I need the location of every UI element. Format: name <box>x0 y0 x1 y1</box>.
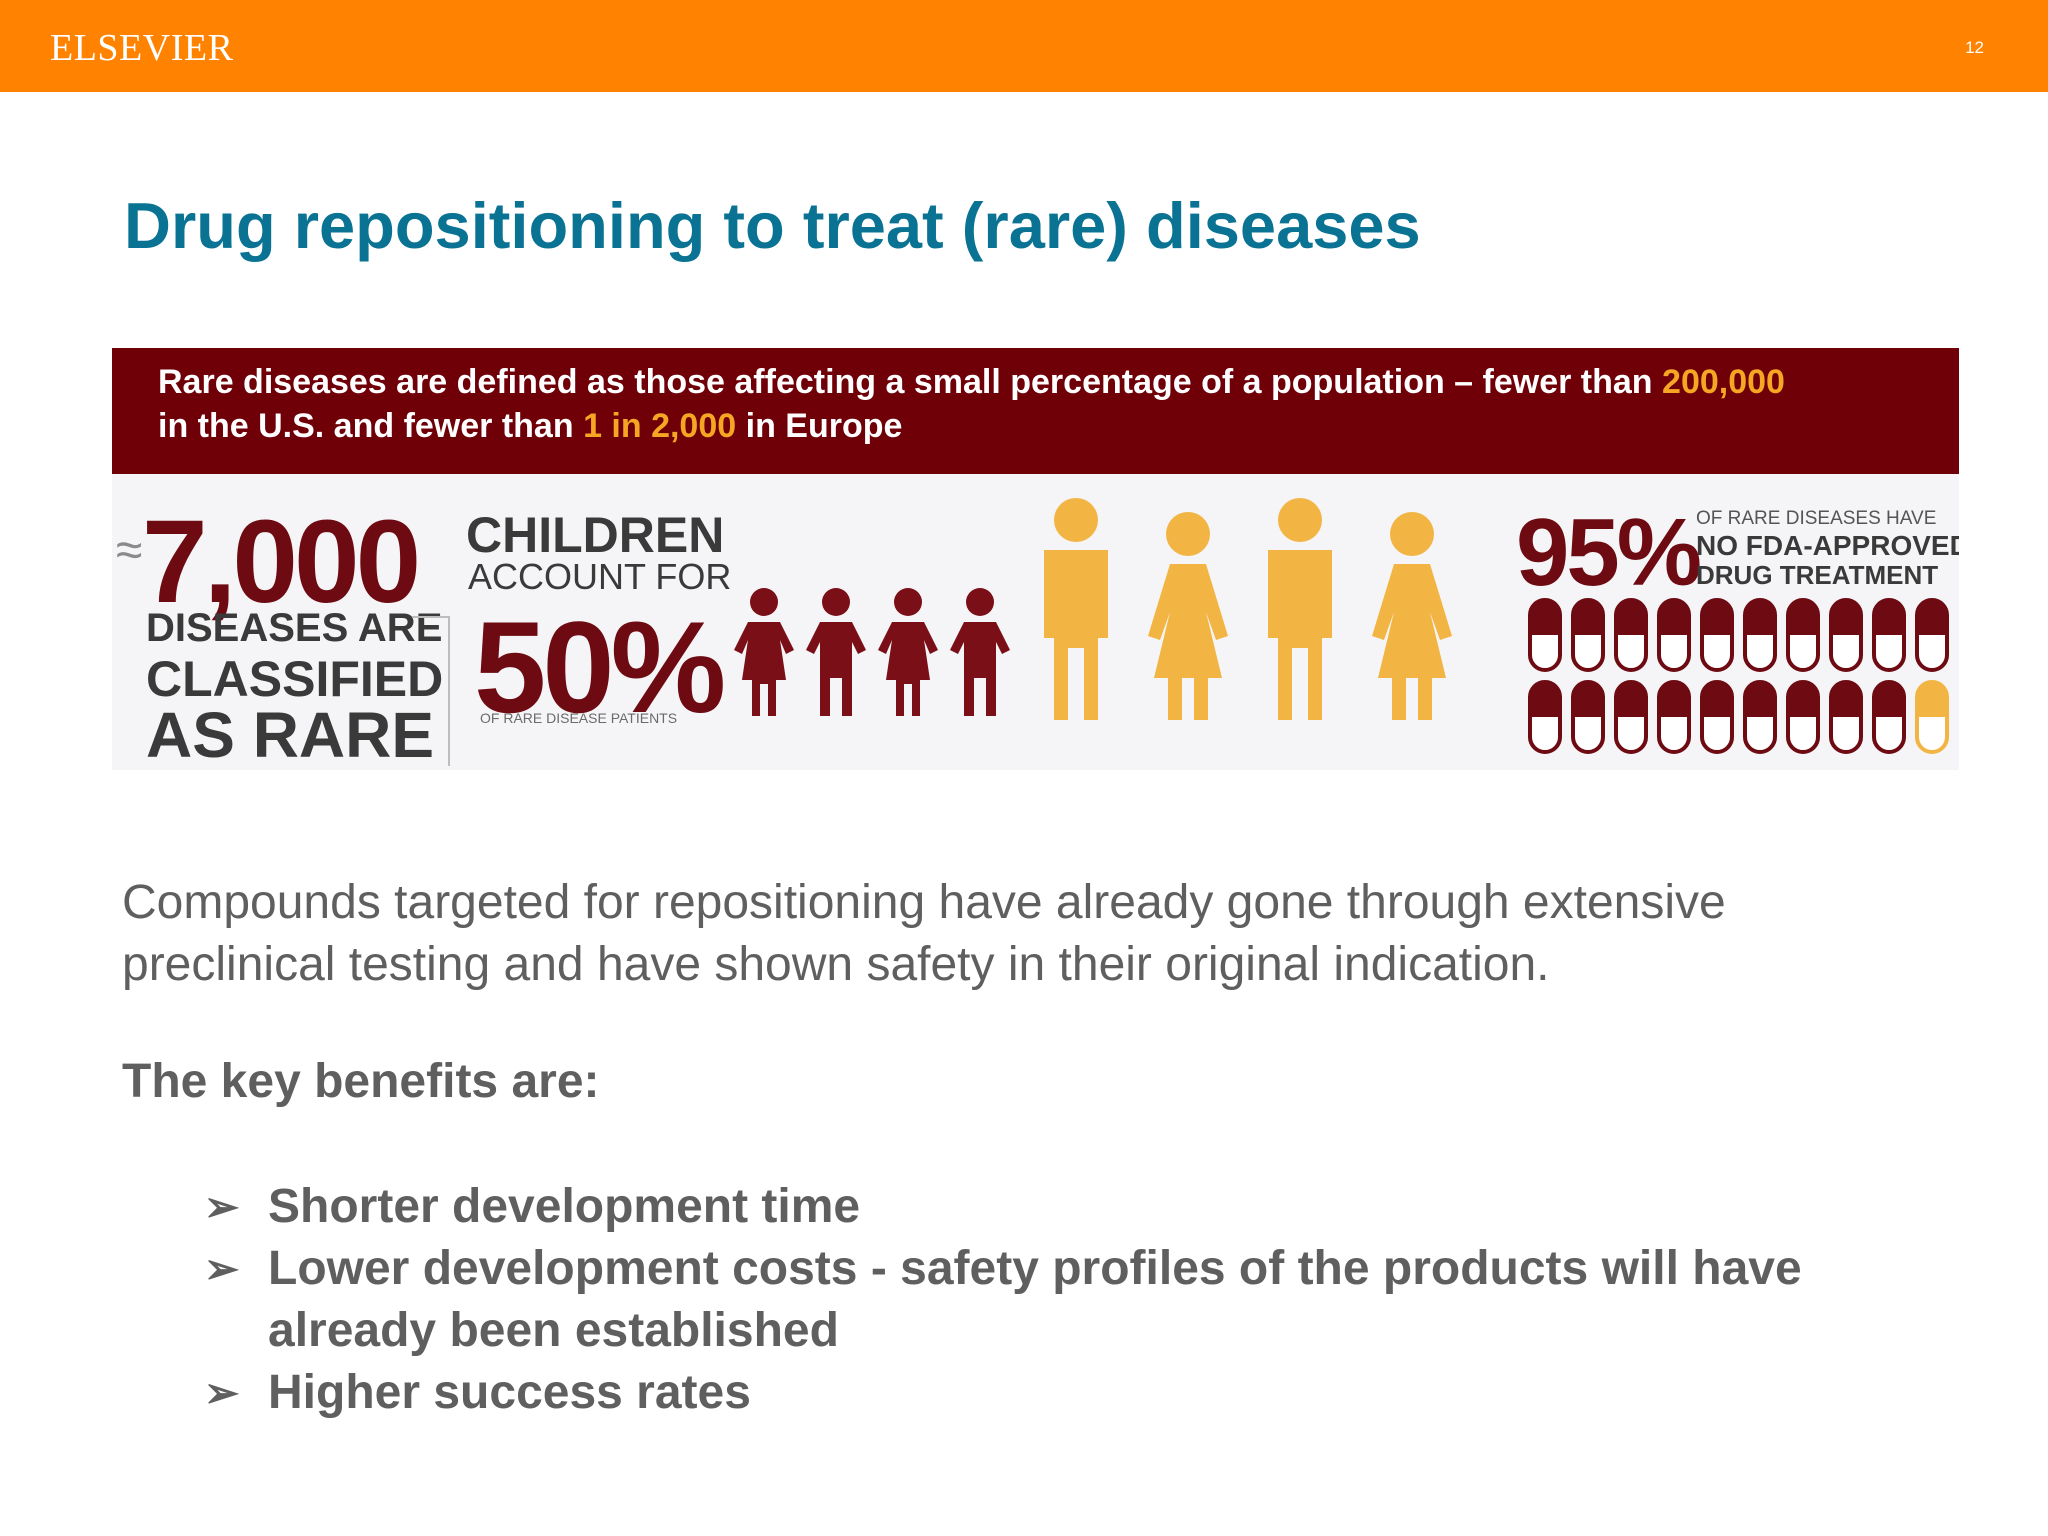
pill-icon <box>1829 598 1863 672</box>
divider <box>412 616 448 618</box>
page-number: 12 <box>1965 38 1984 57</box>
children-percent: 50% <box>474 594 726 740</box>
disease-label-1: DISEASES ARE <box>146 606 443 650</box>
intro-paragraph: Compounds targeted for repositioning hav… <box>122 876 1726 991</box>
pill-icon <box>1872 598 1906 672</box>
pill-icon <box>1657 680 1691 754</box>
elsevier-logo: ELSEVIER <box>50 27 234 69</box>
pill-icon <box>1528 680 1562 754</box>
header-bar: ELSEVIER 12 <box>0 0 2048 92</box>
children-note: OF RARE DISEASE PATIENTS <box>480 710 678 726</box>
eu-threshold: 1 in 2,000 <box>583 407 737 445</box>
pill-capsules-icon <box>1528 598 1949 754</box>
arrowhead-bullet-icon: ➢ <box>204 1369 240 1416</box>
disease-label-2: CLASSIFIED <box>146 651 444 707</box>
pill-icon <box>1915 598 1949 672</box>
treatment-note-2: NO FDA-APPROVED <box>1696 530 1959 561</box>
pill-icon <box>1743 680 1777 754</box>
arrowhead-bullet-icon: ➢ <box>204 1183 240 1230</box>
list-item: ➢ Higher success rates <box>204 1362 1924 1424</box>
children-label: CHILDREN <box>466 507 725 563</box>
pill-icon <box>1614 598 1648 672</box>
pill-icon <box>1700 598 1734 672</box>
pill-icon <box>1915 680 1949 754</box>
disease-count: 7,000 <box>142 496 421 628</box>
treatment-note-1: OF RARE DISEASES HAVE <box>1696 508 1937 529</box>
us-threshold: 200,000 <box>1662 363 1785 401</box>
pill-icon <box>1571 680 1605 754</box>
pill-icon <box>1700 680 1734 754</box>
arrowhead-bullet-icon: ➢ <box>204 1245 240 1292</box>
disease-label-3: AS RARE <box>146 699 435 770</box>
benefits-list: ➢ Shorter development time ➢ Lower develop… <box>204 1176 1924 1424</box>
pill-icon <box>1872 680 1906 754</box>
pill-icon <box>1614 680 1648 754</box>
list-item: ➢ Lower development costs - safety profil… <box>204 1238 1924 1362</box>
divider <box>448 616 450 766</box>
approx-sign: ≈ <box>116 524 143 577</box>
pill-icon <box>1657 598 1691 672</box>
pill-icon <box>1786 598 1820 672</box>
slide-title: Drug repositioning to treat (rare) disea… <box>124 189 1421 262</box>
banner-line-1: Rare diseases are defined as those affec… <box>158 363 1785 401</box>
pill-icon <box>1829 680 1863 754</box>
account-for-label: ACCOUNT FOR <box>468 556 732 597</box>
child-figures-icon <box>734 588 1010 716</box>
list-item: ➢ Shorter development time <box>204 1176 1924 1238</box>
pill-icon <box>1743 598 1777 672</box>
people-figures-icon <box>734 498 1452 720</box>
benefits-heading: The key benefits are: <box>122 1055 600 1108</box>
definition-banner: Rare diseases are defined as those affec… <box>112 348 1959 474</box>
untreated-percent: 95% <box>1516 499 1702 606</box>
treatment-note-3: DRUG TREATMENT <box>1696 560 1939 590</box>
banner-line-2: in the U.S. and fewer than 1 in 2,000 in… <box>158 407 903 445</box>
adult-figures-icon <box>1044 498 1452 720</box>
pill-icon <box>1528 598 1562 672</box>
pill-icon <box>1571 598 1605 672</box>
rare-disease-infographic: Rare diseases are defined as those affec… <box>112 348 1959 770</box>
pill-icon <box>1786 680 1820 754</box>
